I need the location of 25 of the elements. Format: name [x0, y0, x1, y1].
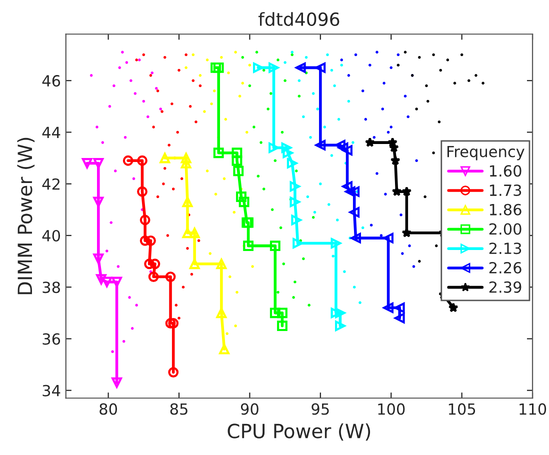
- y-tick-label: 34: [42, 384, 60, 396]
- legend-title: Frequency: [447, 146, 524, 160]
- y-axis-title: DIMM Power (W): [17, 138, 35, 294]
- x-tick-label: 110: [520, 403, 546, 415]
- x-tick-label: 85: [170, 403, 188, 415]
- x-tick-label: 105: [448, 403, 476, 415]
- legend-label: 2.39: [489, 281, 522, 293]
- x-tick-label: 80: [100, 403, 118, 415]
- y-tick-label: 40: [42, 230, 60, 242]
- legend-label: 2.00: [489, 223, 522, 235]
- legend-label: 1.60: [490, 165, 522, 177]
- legend-label: 1.73: [490, 184, 522, 196]
- y-tick-label: 46: [42, 75, 60, 87]
- x-axis-title: CPU Power (W): [228, 423, 370, 441]
- x-tick-label: 95: [312, 403, 329, 415]
- legend-label: 2.13: [489, 242, 522, 254]
- y-tick-label: 38: [42, 282, 60, 294]
- legend-label: 2.26: [489, 262, 522, 274]
- legend-label: 1.86: [490, 204, 522, 216]
- chart-title: fdtd4096: [258, 12, 340, 26]
- x-tick-label: 100: [378, 403, 405, 415]
- y-tick-label: 44: [42, 126, 60, 138]
- y-tick-label: 36: [42, 333, 60, 345]
- y-tick-label: 42: [42, 178, 60, 190]
- x-tick-label: 90: [240, 403, 258, 415]
